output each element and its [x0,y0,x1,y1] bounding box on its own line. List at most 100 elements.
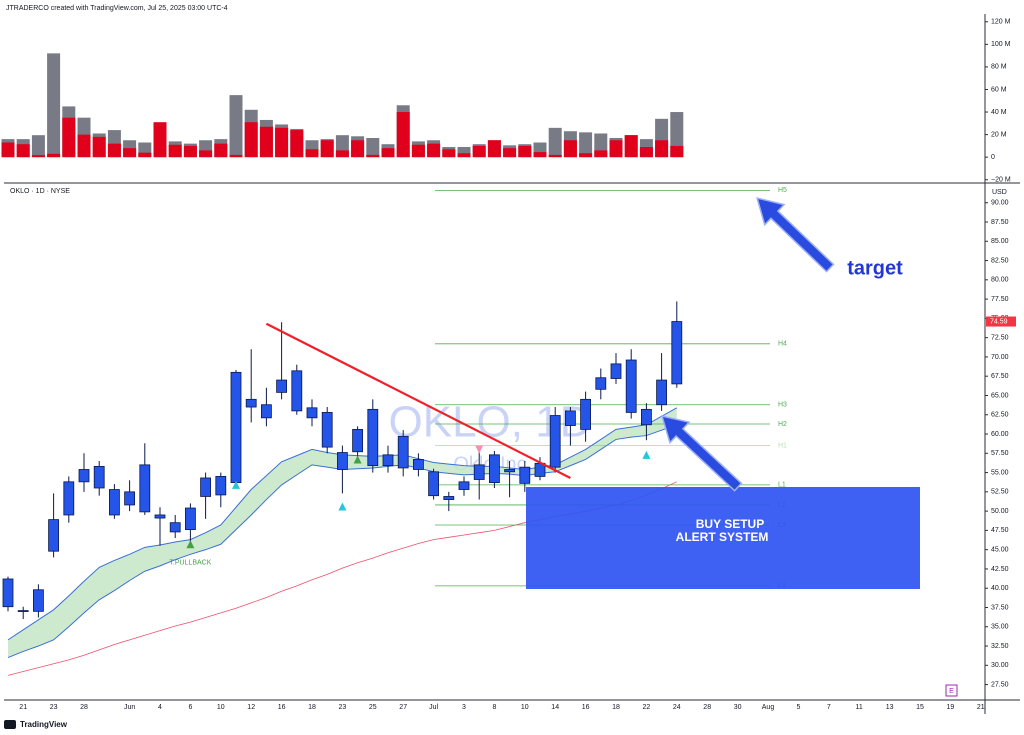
y-tick-label: 52.50 [991,489,1009,496]
candle-body [306,407,318,419]
volume-y-tick-label: 100 M [991,41,1011,48]
candle-body [610,363,622,379]
y-tick-label: 80.00 [991,277,1009,284]
volume-bar [47,153,61,158]
candle-body [504,469,516,473]
setup-box [526,487,920,589]
volume-bar [609,140,623,158]
volume-bar [259,126,273,158]
volume-bar [168,144,182,158]
footer-logo: TradingView [20,720,68,729]
y-tick-label: 45.00 [991,547,1009,554]
candle-body [443,496,455,500]
signal-marker [642,450,651,459]
volume-bar [229,154,243,158]
signal-marker [338,502,347,511]
x-tick-label: 7 [827,704,831,711]
volume-bar [183,145,197,158]
level-label: H5 [778,187,787,194]
candle-body [291,370,303,412]
y-tick-label: 57.50 [991,450,1009,457]
volume-bar [503,148,517,158]
x-tick-label: 13 [886,704,894,711]
x-tick-label: 3 [462,704,466,711]
volume-bar [381,148,395,158]
last-price-label: 74.59 [990,318,1008,325]
x-tick-label: 18 [308,704,316,711]
x-tick-label: 23 [50,704,58,711]
events-badge-text: E [949,688,954,695]
volume-bar [366,154,380,158]
volume-bar [639,147,653,158]
y-tick-label: 87.50 [991,219,1009,226]
candle-body [412,459,424,470]
candle-body [169,522,181,533]
candle-body [93,465,105,489]
volume-bar [579,132,593,158]
candle-body [367,408,379,467]
marker-text: T.PULLBACK [169,560,211,567]
candle-body [336,452,348,470]
volume-bar [123,148,137,158]
y-tick-label: 35.00 [991,624,1009,631]
x-tick-label: 25 [369,704,377,711]
y-tick-label: 72.50 [991,334,1009,341]
volume-bar [275,127,289,158]
candle-body [200,477,212,497]
volume-bar [457,153,471,158]
candle-body [671,321,683,385]
x-tick-label: 16 [278,704,286,711]
logo-icon [4,720,16,729]
candle-body [473,464,485,480]
y-tick-label: 42.50 [991,566,1009,573]
x-tick-label: 8 [492,704,496,711]
x-tick-label: 11 [856,704,863,711]
volume-bar [31,155,45,158]
symbol-label: OKLO · 1D · NYSE [10,188,70,195]
candle-body [580,398,591,430]
y-tick-label: 65.00 [991,392,1009,399]
candle-body [549,415,561,468]
candle-body [48,519,59,552]
x-tick-label: 14 [551,704,559,711]
volume-bar [487,140,501,158]
y-tick-label: 70.00 [991,354,1009,361]
level-label: H1 [778,442,787,449]
y-tick-label: 32.50 [991,643,1009,650]
candle-body [382,454,394,467]
candle-body [184,507,196,531]
volume-bar [351,140,365,158]
level-label: H3 [778,402,787,409]
candle-body [124,491,135,506]
x-tick-label: 23 [339,704,347,711]
x-tick-label: 24 [673,704,681,711]
volume-bar [16,144,30,158]
candle-body [656,379,667,406]
volume-bar [624,135,638,158]
volume-bar [518,145,532,158]
candle-body [63,481,75,516]
box-text: ALERT SYSTEM [676,530,769,544]
candle-body [428,471,440,497]
y-tick-label: 55.00 [991,469,1009,476]
candle-body [230,371,242,483]
candle-body [641,408,652,426]
x-tick-label: 6 [188,704,192,711]
volume-y-tick-label: 20 M [991,131,1007,138]
volume-bar [442,149,456,158]
volume-bar [107,143,121,158]
level-label: H4 [778,341,787,348]
y-tick-label: 85.00 [991,238,1009,245]
volume-bar [548,154,562,158]
signal-marker [475,445,484,454]
volume-bar [305,149,319,158]
volume-bar [427,143,441,158]
target-label: target [847,257,903,279]
volume-bar [366,137,380,158]
y-tick-label: 37.50 [991,604,1009,611]
x-tick-label: 10 [217,704,225,711]
candle-body [33,589,44,612]
volume-y-tick-label: 0 [991,154,995,161]
arrow [660,415,743,492]
